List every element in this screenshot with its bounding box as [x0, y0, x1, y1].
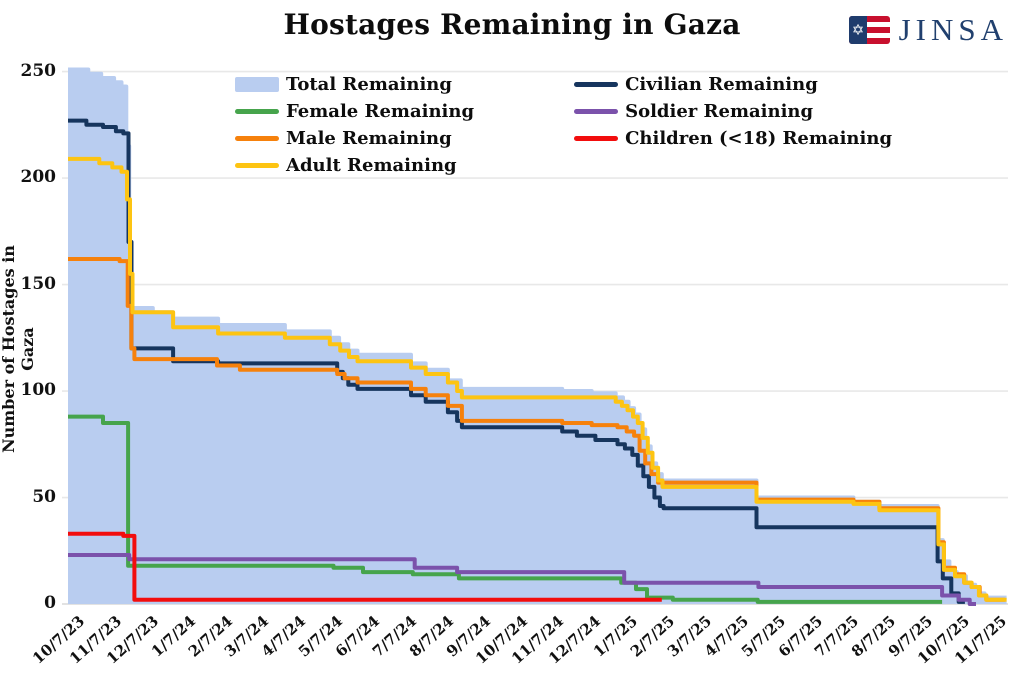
legend-item-adult-remaining: Adult Remaining [235, 154, 474, 176]
series-children-18-remaining-line [68, 531, 662, 602]
legend-label: Soldier Remaining [625, 100, 814, 122]
series-soldier-remaining-line [68, 553, 976, 606]
series-total-remaining-area [68, 69, 1007, 604]
flag-canton: ✡ [848, 16, 868, 44]
y-tick-label: 50 [32, 486, 56, 507]
legend-item-children-18-remaining: Children (<18) Remaining [574, 127, 893, 149]
y-tick-label: 100 [20, 380, 57, 401]
legend-swatch-male-remaining [235, 135, 279, 141]
legend-swatch-children-18-remaining [574, 135, 619, 141]
legend-label: Children (<18) Remaining [625, 127, 893, 149]
legend-item-female-remaining: Female Remaining [235, 100, 475, 122]
legend-swatch-adult-remaining [235, 162, 279, 168]
legend-item-soldier-remaining: Soldier Remaining [574, 100, 892, 122]
flag-icon: ✡ [848, 16, 890, 44]
series-adult-remaining-line [68, 156, 1007, 602]
legend-swatch-total-remaining [235, 76, 279, 92]
star-of-david-icon: ✡ [851, 20, 865, 39]
logo-text: JINSA [898, 12, 1008, 47]
chart-canvas [62, 67, 1008, 606]
legend: Total Remaining Female Remaining Male Rema… [235, 73, 892, 176]
legend-item-total-remaining: Total Remaining [235, 73, 474, 95]
legend-swatch-civilian-remaining [574, 81, 619, 87]
legend-label: Male Remaining [286, 127, 452, 149]
legend-item-civilian-remaining: Civilian Remaining [574, 73, 892, 95]
flag-stripe [848, 38, 890, 44]
series-female-remaining-line [68, 414, 943, 604]
legend-label: Civilian Remaining [625, 73, 818, 95]
y-axis-title: Number of Hostages in Gaza [0, 245, 37, 453]
y-tick-label: 200 [20, 167, 57, 188]
page-title: Hostages Remaining in Gaza [283, 8, 741, 41]
flag-stripe [848, 16, 890, 22]
flag-stripe [848, 21, 890, 28]
y-tick-label: 250 [20, 60, 57, 81]
jinsa-logo: ✡ JINSA [848, 12, 1008, 48]
plot-area [62, 62, 1010, 608]
legend-swatch-female-remaining [235, 108, 279, 114]
legend-column: Total Remaining Female Remaining Male Rema… [235, 73, 475, 176]
y-tick-label: 0 [44, 593, 56, 613]
y-tick-label: 150 [20, 273, 57, 294]
legend-label: Adult Remaining [286, 154, 457, 176]
legend-column: Civilian Remaining Soldier Remaining Child… [574, 74, 892, 175]
legend-label: Female Remaining [286, 100, 475, 122]
legend-item-male-remaining: Male Remaining [235, 127, 474, 149]
legend-swatch-soldier-remaining [574, 108, 619, 114]
flag-stripe [848, 32, 890, 39]
flag-stripe [848, 27, 890, 33]
legend-label: Total Remaining [286, 73, 452, 95]
